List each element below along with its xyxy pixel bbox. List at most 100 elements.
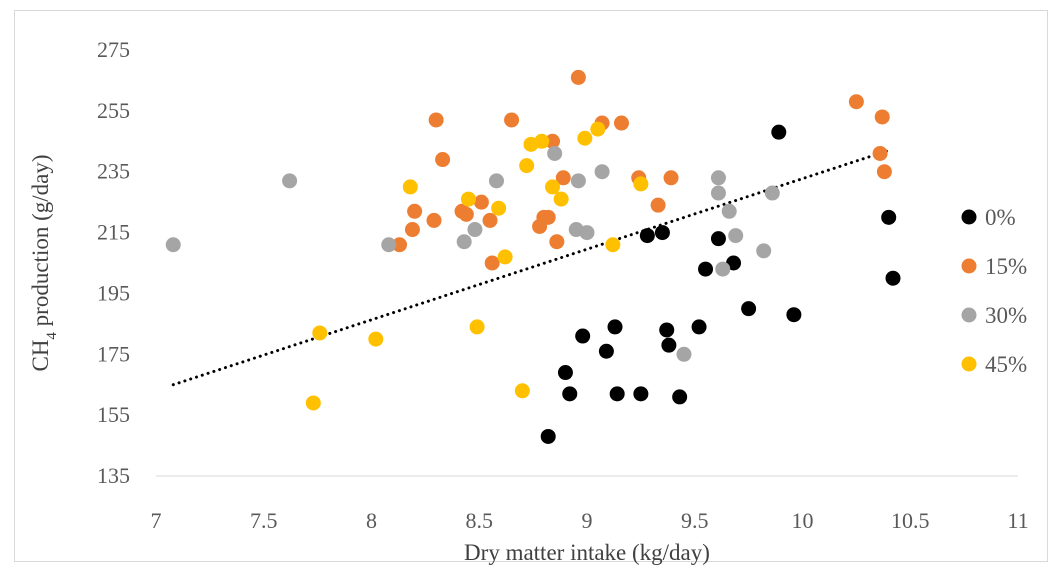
y-tick-label: 135 [97, 463, 130, 488]
data-point [473, 194, 489, 210]
x-tick-label: 7.5 [250, 508, 278, 533]
x-tick-label: 10 [792, 508, 814, 533]
data-point [497, 249, 513, 265]
data-point [786, 307, 802, 323]
data-point [407, 203, 423, 219]
data-point [710, 185, 726, 201]
legend-marker [961, 307, 977, 323]
data-point [467, 222, 483, 238]
legend-label: 0% [985, 205, 1016, 230]
data-point [404, 222, 420, 238]
data-point [650, 197, 666, 213]
legend-label: 45% [985, 352, 1027, 377]
data-point [710, 170, 726, 186]
series-1-points [540, 124, 901, 444]
x-tick-label: 9 [582, 508, 593, 533]
data-point [715, 261, 731, 277]
y-tick-label: 175 [97, 341, 130, 366]
y-axis-title: CH4 production (g/day) [28, 154, 60, 371]
data-point [553, 191, 569, 207]
data-point [691, 319, 707, 335]
data-points [165, 69, 901, 444]
data-point [594, 164, 610, 180]
data-point [392, 237, 408, 253]
y-tick-label: 235 [97, 159, 130, 184]
y-tick-label: 155 [97, 402, 130, 427]
data-point [570, 173, 586, 189]
data-point [577, 130, 593, 146]
data-point [874, 109, 890, 125]
data-point [756, 243, 772, 259]
y-axis-ticks: 135 155 175 195 215 235 255 275 [97, 37, 130, 488]
data-point [549, 234, 565, 250]
data-point [579, 225, 595, 241]
legend-marker [961, 258, 977, 274]
x-tick-label: 8 [366, 508, 377, 533]
data-point [534, 133, 550, 149]
y-tick-label: 255 [97, 98, 130, 123]
y-tick-label: 275 [97, 37, 130, 62]
data-point [598, 343, 614, 359]
data-point [741, 301, 757, 317]
data-point [771, 124, 787, 140]
data-point [540, 428, 556, 444]
data-point [633, 176, 649, 192]
data-point [491, 200, 507, 216]
data-point [460, 191, 476, 207]
data-point [557, 365, 573, 381]
x-tick-label: 10.5 [891, 508, 930, 533]
data-point [721, 203, 737, 219]
data-point [482, 212, 498, 228]
y-tick-label: 215 [97, 220, 130, 245]
legend: 0% 15% 30% 45% [961, 205, 1027, 377]
data-point [428, 112, 444, 128]
data-point [562, 386, 578, 402]
x-axis-ticks: 7 7.5 8 8.5 9 9.5 10 10.5 11 [151, 508, 1029, 533]
data-point [639, 228, 655, 244]
data-point [312, 325, 328, 341]
series-3-points [165, 145, 780, 362]
data-point [728, 228, 744, 244]
data-point [547, 145, 563, 161]
data-point [613, 115, 629, 131]
series-4-points [305, 121, 649, 411]
data-point [881, 209, 897, 225]
data-point [663, 170, 679, 186]
data-point [633, 386, 649, 402]
data-point [456, 234, 472, 250]
data-point [540, 209, 556, 225]
data-point [872, 145, 888, 161]
data-point [368, 331, 384, 347]
data-point [165, 237, 181, 253]
data-point [488, 173, 504, 189]
data-point [435, 152, 451, 168]
x-tick-label: 9.5 [681, 508, 709, 533]
data-point [484, 255, 500, 271]
data-point [469, 319, 485, 335]
data-point [848, 94, 864, 110]
data-point [605, 237, 621, 253]
data-point [545, 133, 561, 149]
data-point [402, 179, 418, 195]
chart-frame [14, 10, 1048, 562]
data-point [676, 346, 692, 362]
data-point [654, 225, 670, 241]
data-point [570, 69, 586, 85]
legend-marker [961, 356, 977, 372]
x-tick-label: 11 [1007, 508, 1028, 533]
data-point [672, 389, 688, 405]
data-point [885, 270, 901, 286]
data-point [282, 173, 298, 189]
data-point [590, 121, 606, 137]
data-point [764, 185, 780, 201]
data-point [710, 231, 726, 247]
x-axis-title: Dry matter intake (kg/day) [464, 540, 710, 565]
data-point [876, 164, 892, 180]
data-point [545, 179, 561, 195]
trendline-path [171, 148, 891, 387]
data-point [381, 237, 397, 253]
data-point [514, 383, 530, 399]
y-tick-label: 195 [97, 280, 130, 305]
data-point [555, 170, 571, 186]
